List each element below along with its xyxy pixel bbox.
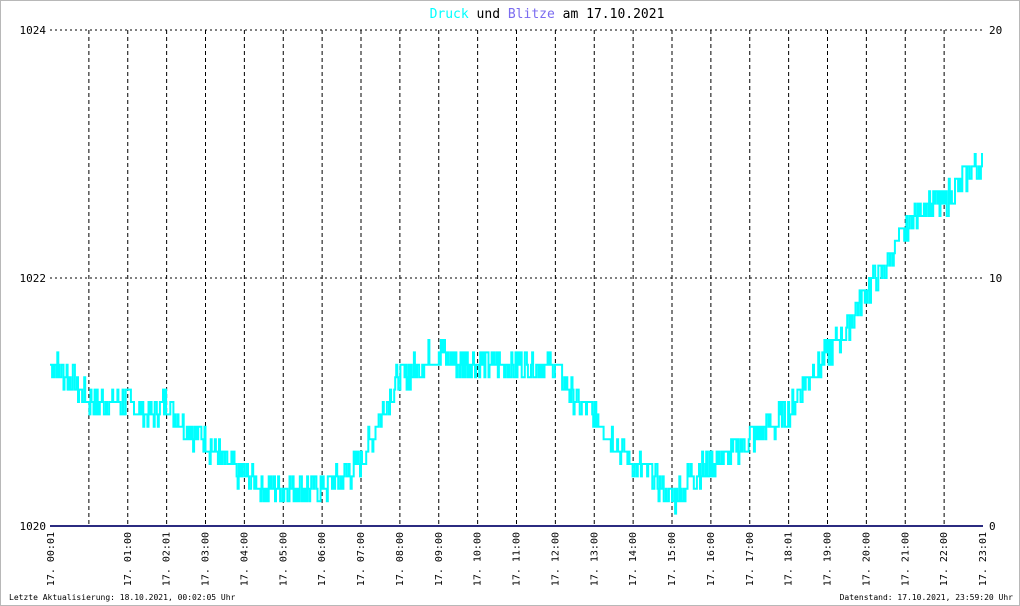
x-tick-label: 17. 22:00 bbox=[939, 532, 950, 586]
x-tick-label: 17. 20:00 bbox=[861, 532, 872, 586]
title-blitze: Blitze bbox=[508, 7, 555, 22]
x-tick-label: 17. 03:00 bbox=[201, 532, 212, 586]
y-right-tick-label: 10 bbox=[989, 272, 1002, 285]
x-tick-label: 17. 23:01 bbox=[978, 532, 989, 586]
data-status-text: Datenstand: 17.10.2021, 23:59:20 Uhr bbox=[839, 593, 1013, 602]
x-tick-label: 17. 19:00 bbox=[823, 532, 834, 586]
x-tick-label: 17. 07:00 bbox=[356, 532, 367, 586]
x-tick-label: 17. 11:00 bbox=[512, 532, 523, 586]
x-tick-label: 17. 16:00 bbox=[706, 532, 717, 586]
y-right-tick-label: 0 bbox=[989, 520, 996, 533]
x-tick-label: 17. 12:00 bbox=[550, 532, 561, 586]
x-tick-label: 17. 17:00 bbox=[745, 532, 756, 586]
x-tick-label: 17. 21:00 bbox=[900, 532, 911, 586]
x-tick-label: 17. 14:00 bbox=[628, 532, 639, 586]
y-left-tick-label: 1022 bbox=[20, 272, 47, 285]
y-left-tick-label: 1024 bbox=[20, 24, 47, 37]
title-date: am 17.10.2021 bbox=[563, 7, 665, 22]
chart-title: Druck und Blitze am 17.10.2021 bbox=[430, 7, 665, 22]
last-update-text: Letzte Aktualisierung: 18.10.2021, 00:02… bbox=[9, 593, 236, 602]
series-layer bbox=[50, 153, 983, 527]
x-tick-label: 17. 05:00 bbox=[278, 532, 289, 586]
x-tick-label: 17. 02:01 bbox=[162, 532, 173, 586]
y-right-tick-label: 20 bbox=[989, 24, 1002, 37]
y-left-tick-label: 1020 bbox=[20, 520, 47, 533]
x-tick-label: 17. 15:00 bbox=[667, 532, 678, 586]
x-tick-label: 17. 18:01 bbox=[784, 532, 795, 586]
x-tick-label: 17. 09:00 bbox=[434, 532, 445, 586]
x-tick-label: 17. 04:00 bbox=[239, 532, 250, 586]
x-tick-label: 17. 10:00 bbox=[473, 532, 484, 586]
x-tick-label: 17. 08:00 bbox=[395, 532, 406, 586]
grid-layer bbox=[50, 29, 983, 527]
x-tick-label: 17. 13:00 bbox=[589, 532, 600, 586]
title-und: und bbox=[477, 7, 500, 22]
x-tick-label: 17. 01:00 bbox=[123, 532, 134, 586]
title-druck: Druck bbox=[430, 7, 469, 22]
x-tick-label: 17. 00:01 bbox=[46, 532, 57, 586]
series-druck-line bbox=[50, 153, 983, 515]
x-tick-label: 17. 06:00 bbox=[317, 532, 328, 586]
